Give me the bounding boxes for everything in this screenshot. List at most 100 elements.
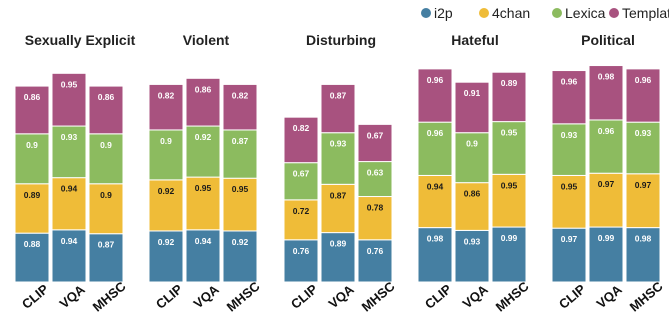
- bar-segment-template-clip: [417, 68, 453, 123]
- legend-label: 4chan: [492, 5, 530, 21]
- panel-title: Disturbing: [306, 32, 376, 48]
- bar-segment-4chan-vqa: [185, 176, 221, 231]
- bar-segment-template-vqa: [454, 81, 490, 134]
- legend: i2p 4chan Lexica Template: [421, 5, 669, 21]
- bar-segment-template-vqa: [588, 65, 624, 121]
- bar-segment-i2p-clip: [148, 230, 184, 283]
- data-label: 0.94: [427, 181, 444, 191]
- bar-segment-template-mhsc: [491, 71, 527, 123]
- data-label: 0.89: [501, 78, 518, 88]
- legend-label: Template: [622, 5, 669, 21]
- data-label: 0.95: [501, 180, 518, 190]
- data-label: 0.94: [61, 184, 78, 194]
- bar-segment-template-vqa: [185, 77, 221, 127]
- bar-segment-i2p-clip: [14, 232, 50, 283]
- data-label: 0.87: [232, 136, 249, 146]
- bar-segment-4chan-vqa: [51, 177, 87, 231]
- data-label: 0.99: [501, 233, 518, 243]
- data-label: 0.82: [232, 90, 249, 100]
- data-label: 0.89: [330, 239, 347, 249]
- tick-label-vqa: VQA: [459, 281, 491, 311]
- data-label: 0.92: [158, 237, 175, 247]
- bar-segment-lexica-mhsc: [357, 161, 393, 198]
- bar-segment-i2p-clip: [283, 239, 319, 283]
- bar-segment-i2p-vqa: [320, 232, 356, 283]
- tick-label-mhsc: MHSC: [90, 278, 129, 314]
- bar-segment-4chan-mhsc: [357, 196, 393, 241]
- data-label: 0.96: [598, 126, 615, 136]
- data-label: 0.78: [367, 203, 384, 213]
- data-label: 0.76: [293, 246, 310, 256]
- legend-swatch: [421, 8, 431, 18]
- data-label: 0.94: [61, 236, 78, 246]
- bar-segment-4chan-clip: [283, 199, 319, 241]
- data-label: 0.95: [61, 79, 78, 89]
- bar-segment-template-mhsc: [357, 123, 393, 163]
- data-label: 0.86: [464, 189, 481, 199]
- bar-segment-i2p-mhsc: [222, 230, 258, 283]
- data-label: 0.93: [635, 128, 652, 138]
- data-label: 0.93: [330, 139, 347, 149]
- panel-title: Sexually Explicit: [25, 32, 136, 48]
- bar-segment-4chan-clip: [14, 183, 50, 234]
- tick-label-mhsc: MHSC: [224, 278, 263, 314]
- panel-violent: Violent 0.92 0.92 0.9 0.82 CLIP 0.94 0.95 0.92 0.…: [148, 32, 263, 315]
- bar-segment-4chan-vqa: [320, 183, 356, 234]
- data-label: 0.96: [427, 128, 444, 138]
- panel-title: Hateful: [451, 32, 498, 48]
- legend-swatch: [479, 8, 489, 18]
- legend-item-template: Template: [609, 5, 669, 21]
- data-label: 0.98: [598, 72, 615, 82]
- data-label: 0.87: [330, 190, 347, 200]
- chart-panels: Sexually Explicit 0.88 0.89 0.9 0.86 CLIP 0.94…: [14, 32, 666, 315]
- data-label: 0.95: [561, 181, 578, 191]
- data-label: 0.9: [466, 139, 478, 149]
- data-label: 0.93: [61, 132, 78, 142]
- data-label: 0.93: [561, 130, 578, 140]
- data-label: 0.9: [26, 140, 38, 150]
- data-label: 0.67: [367, 130, 384, 140]
- bar-segment-i2p-mhsc: [491, 226, 527, 283]
- legend-swatch: [609, 8, 619, 18]
- data-label: 0.98: [427, 234, 444, 244]
- tick-label-vqa: VQA: [190, 281, 222, 311]
- data-label: 0.9: [100, 140, 112, 150]
- bar-segment-i2p-mhsc: [625, 227, 661, 283]
- data-label: 0.92: [232, 237, 249, 247]
- data-label: 0.97: [598, 179, 615, 189]
- bar-segment-4chan-vqa: [454, 182, 490, 231]
- legend-item-i2p: i2p: [421, 5, 453, 21]
- data-label: 0.86: [98, 92, 115, 102]
- bar-segment-template-clip: [148, 83, 184, 131]
- panel-sexually-explicit: Sexually Explicit 0.88 0.89 0.9 0.86 CLIP 0.94…: [14, 32, 136, 315]
- data-label: 0.72: [293, 206, 310, 216]
- bar-segment-template-clip: [14, 85, 50, 135]
- bar-segment-4chan-vqa: [588, 172, 624, 228]
- data-label: 0.63: [367, 168, 384, 178]
- data-label: 0.94: [195, 236, 212, 246]
- bar-segment-lexica-clip: [283, 162, 319, 201]
- tick-label-vqa: VQA: [593, 281, 625, 311]
- bar-segment-lexica-vqa: [51, 125, 87, 179]
- data-label: 0.92: [195, 132, 212, 142]
- data-label: 0.95: [195, 183, 212, 193]
- data-label: 0.96: [635, 75, 652, 85]
- data-label: 0.97: [635, 180, 652, 190]
- data-label: 0.87: [330, 90, 347, 100]
- panel-title: Political: [581, 32, 635, 48]
- bar-segment-template-clip: [283, 116, 319, 164]
- tick-label-clip: CLIP: [422, 281, 455, 312]
- legend-label: Lexica: [565, 5, 606, 21]
- bar-segment-lexica-mhsc: [625, 121, 661, 175]
- data-label: 0.97: [561, 234, 578, 244]
- tick-label-mhsc: MHSC: [359, 278, 398, 314]
- bar-segment-template-vqa: [51, 72, 87, 127]
- bar-segment-template-mhsc: [222, 83, 258, 131]
- panel-political: Political 0.97 0.95 0.93 0.96 CLIP 0.99 0.97 0.9…: [551, 32, 666, 315]
- tick-label-vqa: VQA: [325, 281, 357, 311]
- legend-swatch: [552, 8, 562, 18]
- bar-segment-template-clip: [551, 70, 587, 125]
- bar-segment-4chan-mhsc: [625, 173, 661, 229]
- tick-label-clip: CLIP: [556, 281, 589, 312]
